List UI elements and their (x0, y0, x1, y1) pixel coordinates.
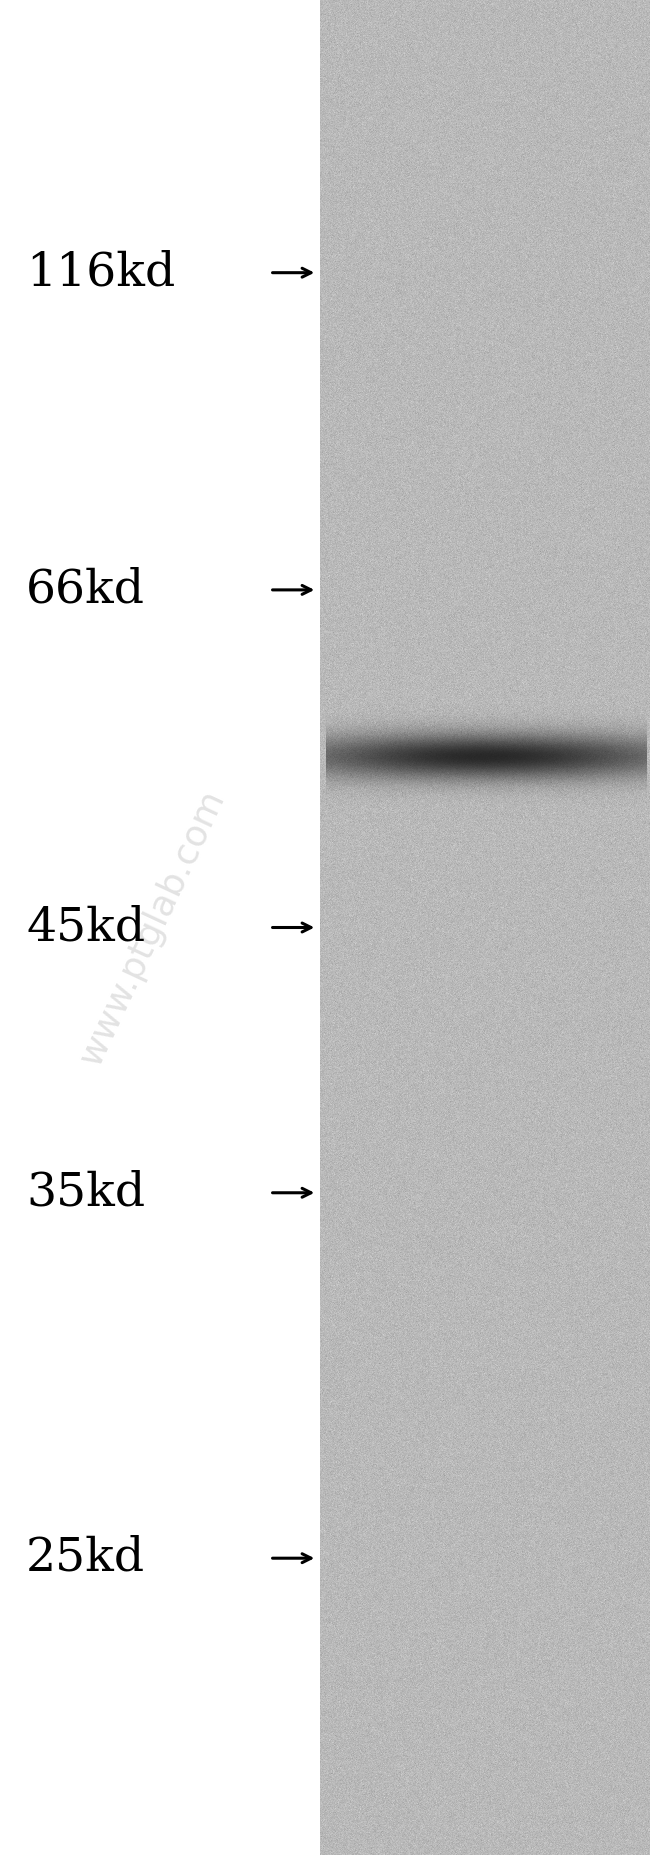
Text: www.ptglab.com: www.ptglab.com (74, 785, 231, 1070)
Text: 35kd: 35kd (26, 1171, 145, 1215)
Text: 116kd: 116kd (26, 250, 176, 295)
Text: 45kd: 45kd (26, 905, 145, 950)
Text: 66kd: 66kd (26, 568, 145, 612)
Text: 25kd: 25kd (26, 1536, 145, 1580)
